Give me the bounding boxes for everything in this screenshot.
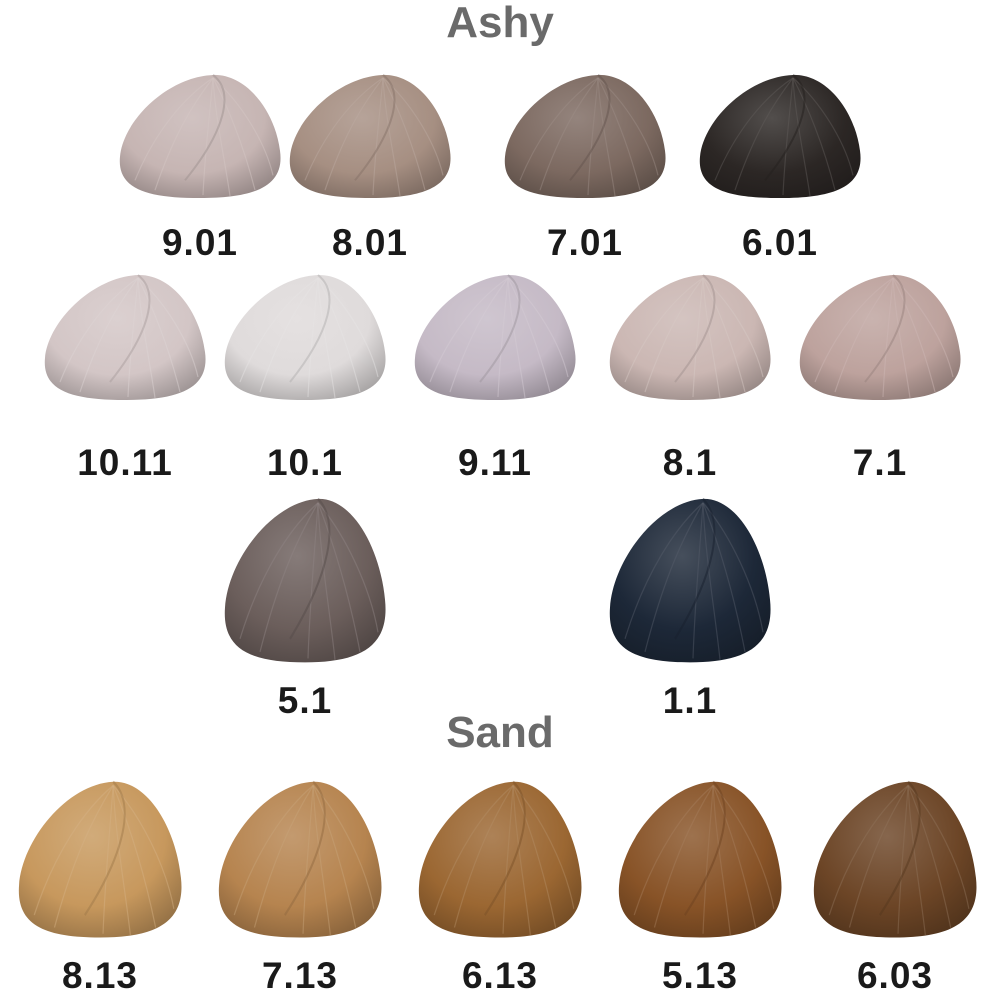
hair-swatch-9-01 [115, 72, 285, 200]
swatch-label: 6.13 [461, 955, 538, 996]
swatch-label: 10.11 [77, 442, 173, 483]
hair-swatch-10-1 [220, 272, 390, 402]
swatch-label: 8.01 [331, 222, 408, 263]
hair-swatch-shape [799, 274, 961, 400]
swatch-label: 7.1 [852, 442, 908, 483]
hair-swatch-shape [289, 74, 451, 199]
swatch-label: 8.13 [61, 955, 138, 996]
swatch-label: 1.1 [662, 680, 718, 721]
hair-swatch-7-01 [500, 72, 670, 200]
hair-swatch-shape [609, 274, 771, 400]
hair-swatch-shape [18, 780, 182, 938]
swatch-label: 5.1 [277, 680, 333, 721]
hair-swatch-shape [218, 780, 382, 938]
hair-swatch-shape [119, 74, 281, 199]
hair-swatch-shape [813, 780, 977, 938]
hair-swatch-7-13 [214, 778, 386, 940]
hair-swatch-shape [414, 274, 576, 400]
hair-swatch-1-1 [605, 495, 775, 665]
hair-swatch-shape [224, 274, 386, 400]
hair-swatch-8-1 [605, 272, 775, 402]
hair-swatch-5-1 [220, 495, 390, 665]
hair-swatch-8-13 [14, 778, 186, 940]
hair-swatch-shape [699, 74, 861, 199]
hair-swatch-shape [504, 74, 666, 199]
section-title-ashy: Ashy [446, 0, 554, 47]
hair-swatch-shape [618, 780, 782, 938]
hair-swatch-7-1 [795, 272, 965, 402]
section-title-sand: Sand [446, 708, 554, 757]
swatch-label: 7.01 [546, 222, 623, 263]
swatch-label: 10.1 [266, 442, 343, 483]
hair-swatch-5-13 [614, 778, 786, 940]
swatch-label: 6.01 [741, 222, 818, 263]
hair-swatch-10-11 [40, 272, 210, 402]
hair-swatch-6-13 [414, 778, 586, 940]
hair-swatch-6-01 [695, 72, 865, 200]
hair-swatch-shape [609, 497, 771, 663]
hair-swatch-9-11 [410, 272, 580, 402]
swatch-label: 9.01 [161, 222, 238, 263]
hair-swatch-shape [224, 497, 386, 663]
swatch-label: 8.1 [662, 442, 718, 483]
swatch-label: 6.03 [856, 955, 933, 996]
hair-swatch-shape [418, 780, 582, 938]
hair-swatch-shape [44, 274, 206, 400]
swatch-label: 7.13 [261, 955, 338, 996]
swatch-label: 5.13 [661, 955, 738, 996]
hair-swatch-8-01 [285, 72, 455, 200]
hair-swatch-6-03 [809, 778, 981, 940]
swatch-label: 9.11 [458, 442, 532, 483]
